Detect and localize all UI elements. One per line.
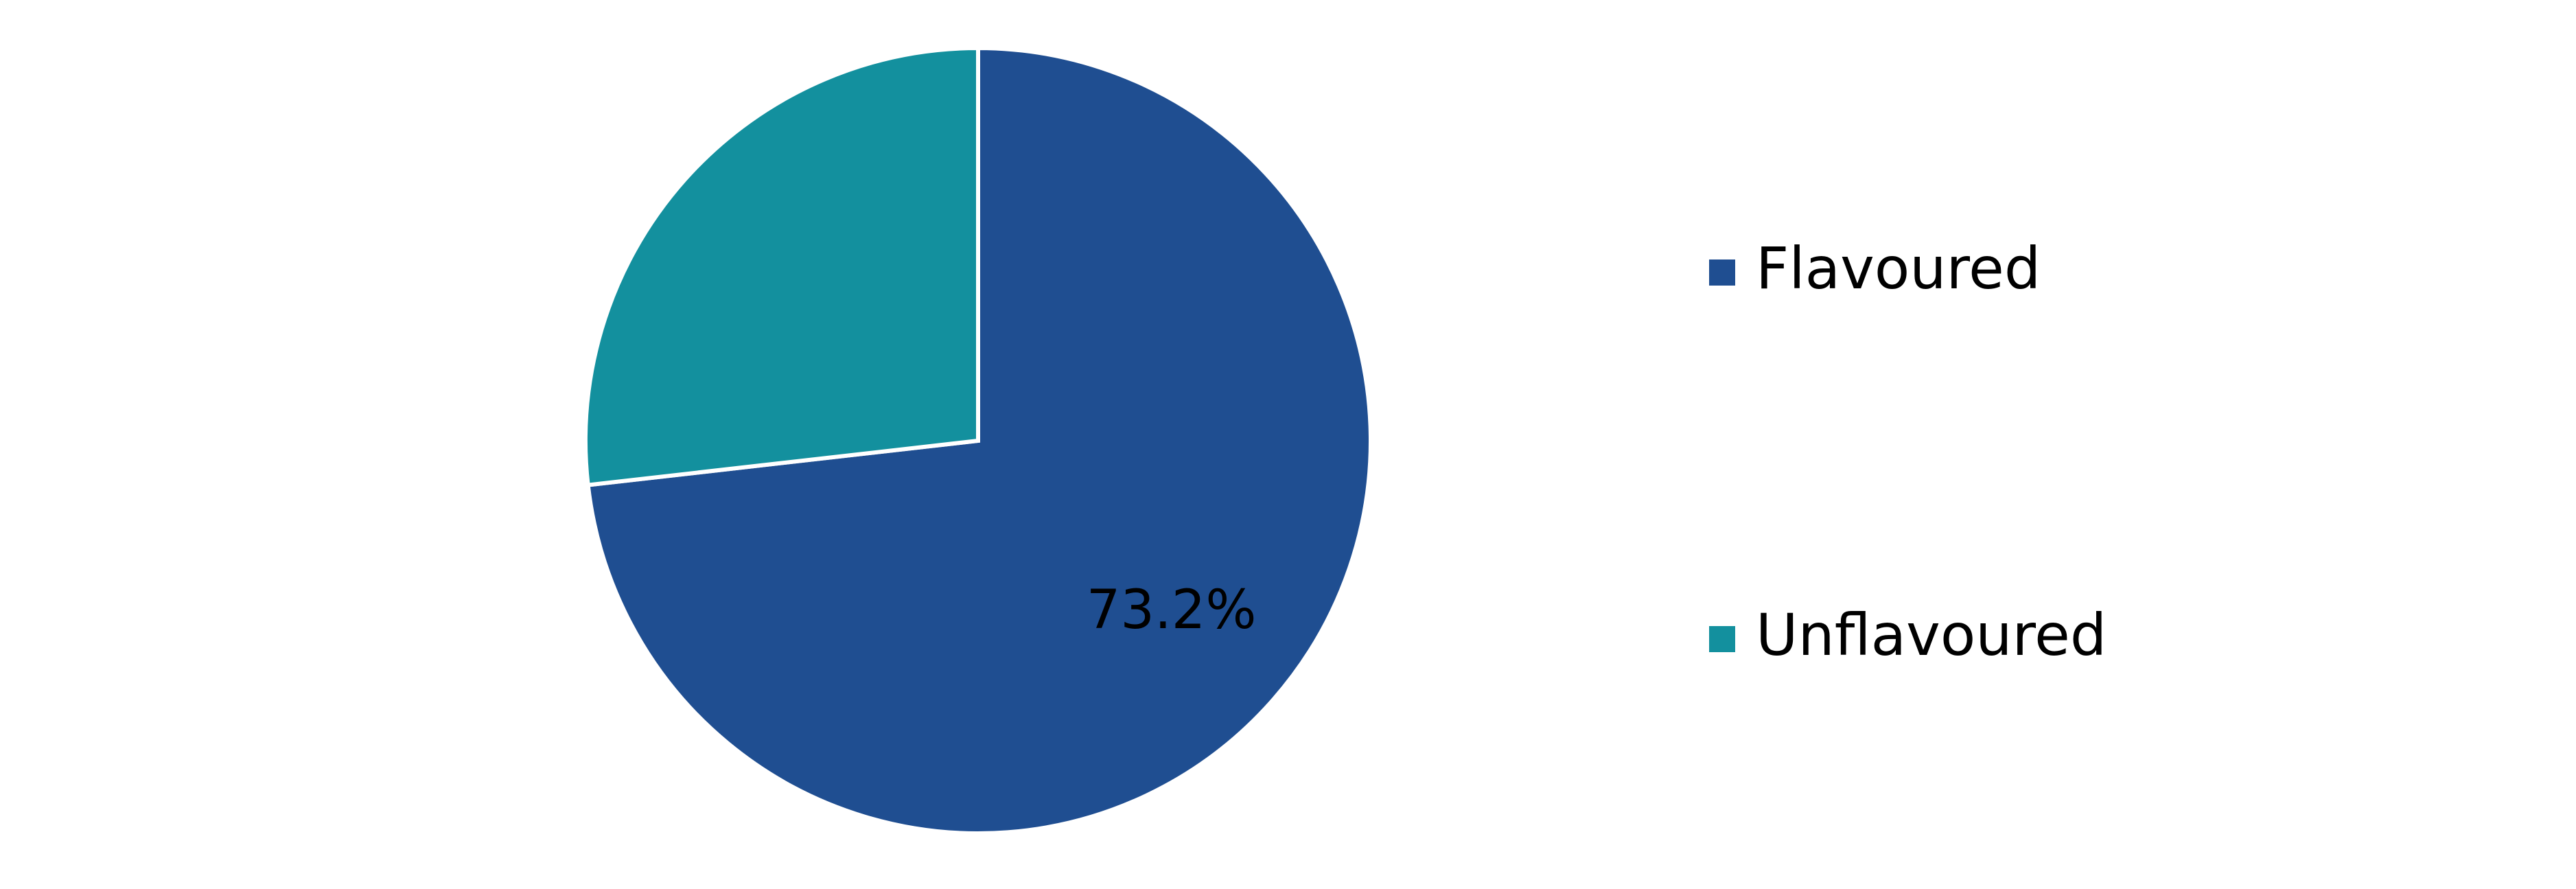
legend-swatch-unflavoured (1709, 626, 1735, 652)
legend: Flavoured Unflavoured (1709, 235, 2107, 669)
legend-label-flavoured: Flavoured (1756, 235, 2041, 302)
legend-label-unflavoured: Unflavoured (1756, 601, 2107, 669)
legend-swatch-flavoured (1709, 259, 1735, 286)
data-label-flavoured: 73.2% (1087, 579, 1257, 641)
legend-item-unflavoured: Unflavoured (1709, 601, 2107, 669)
pie-data-labels: 73.2% (1087, 579, 1257, 641)
legend-item-flavoured: Flavoured (1709, 235, 2041, 302)
pie-slice-unflavoured (583, 45, 980, 487)
pie-slices (583, 45, 1373, 835)
